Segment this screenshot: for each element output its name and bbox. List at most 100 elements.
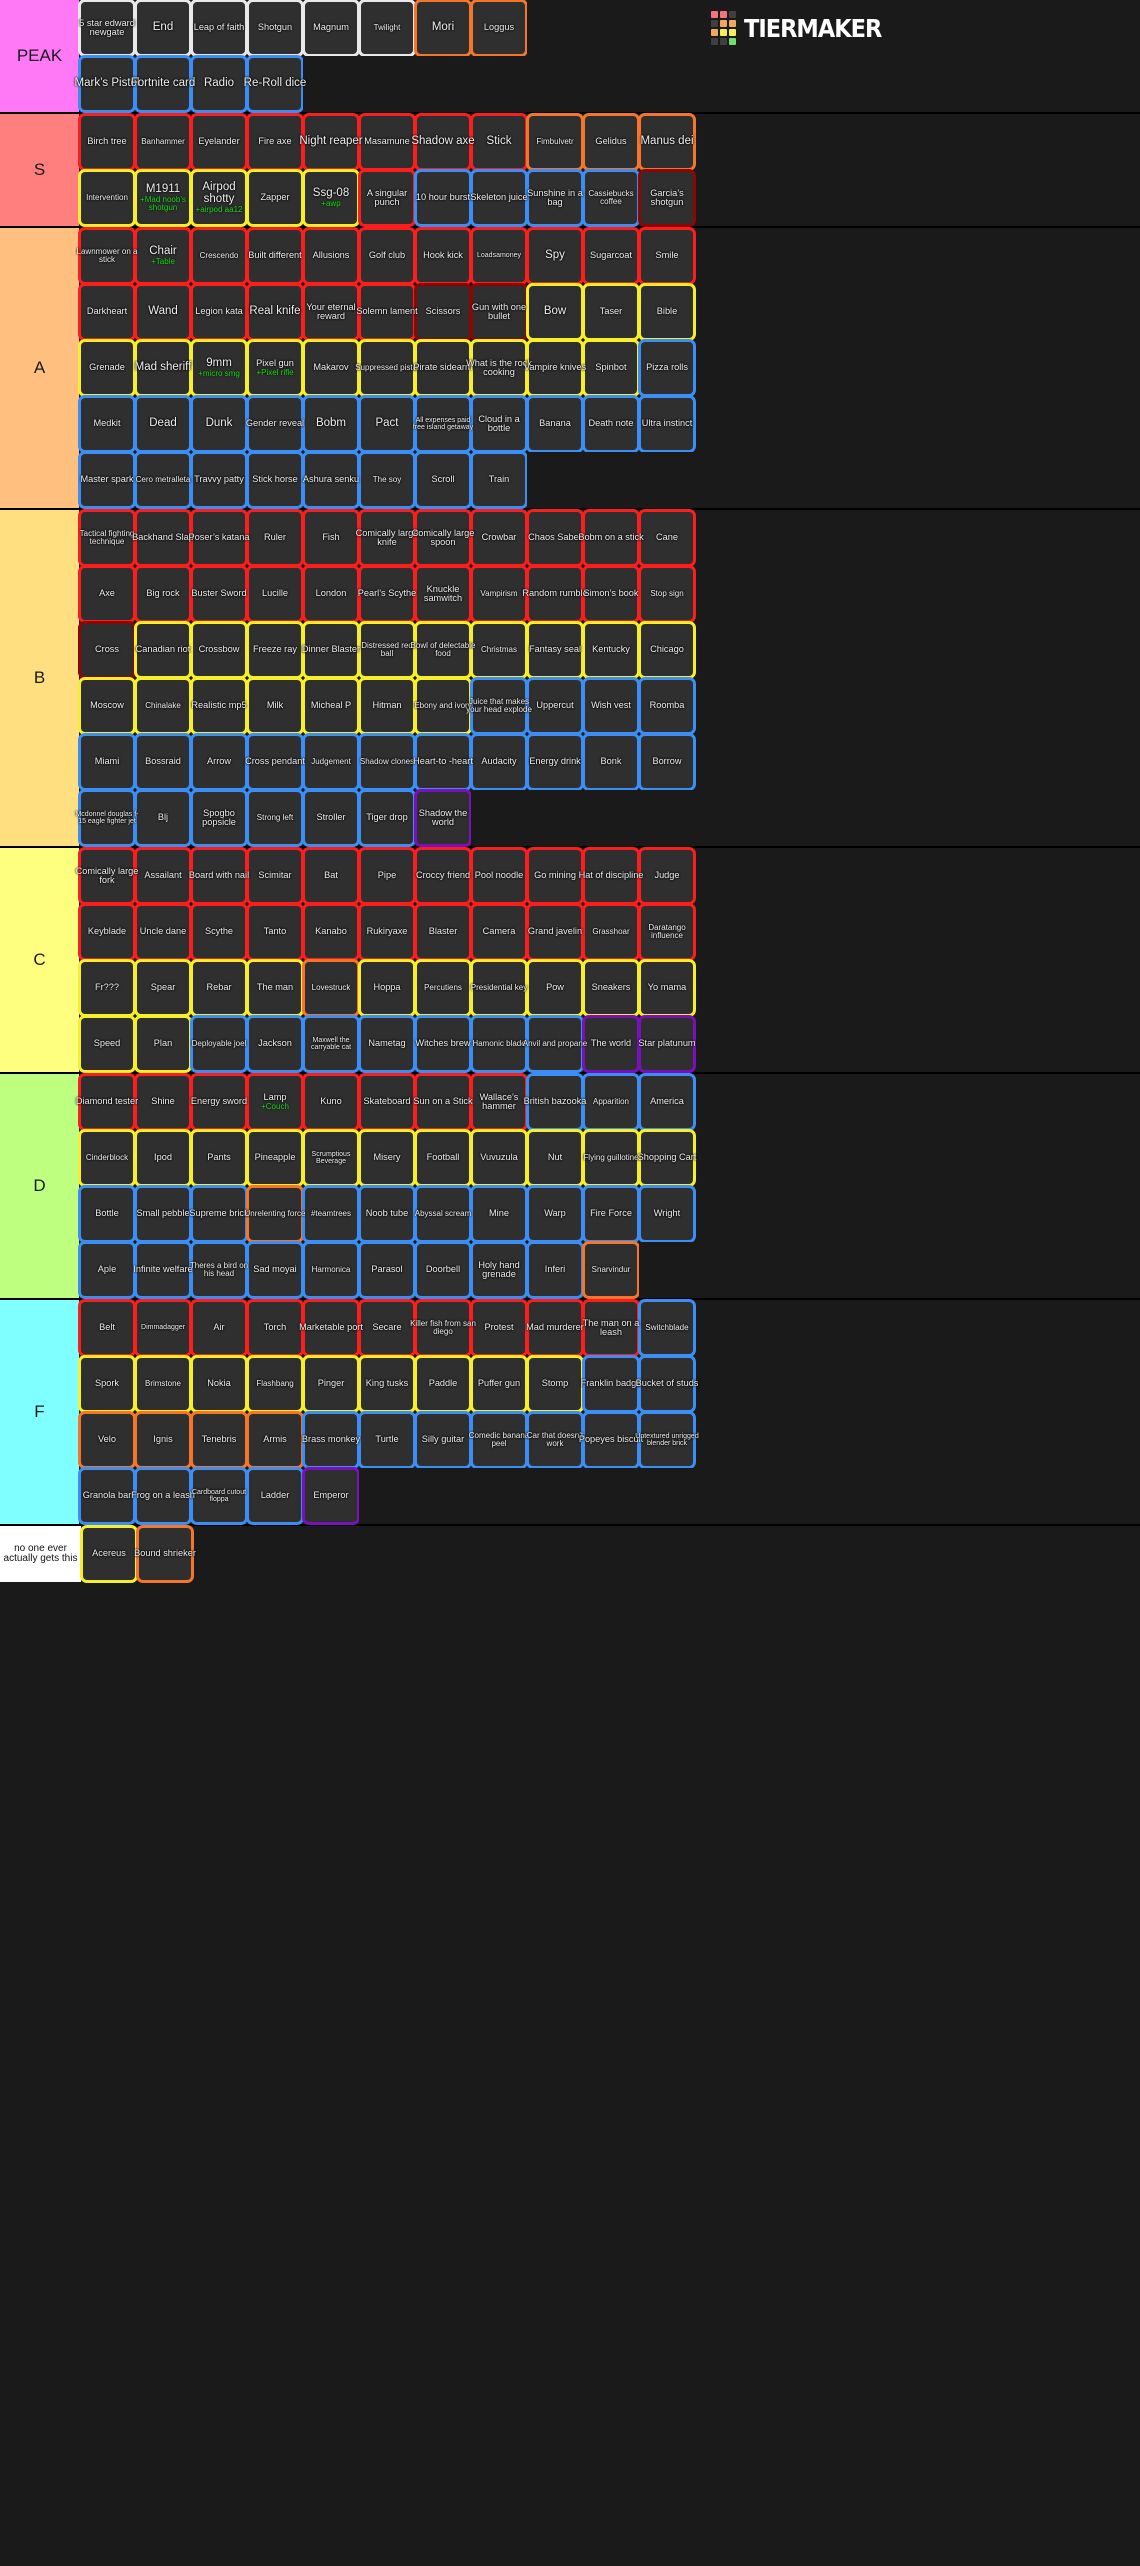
tier-item-card[interactable]: Dead bbox=[135, 396, 191, 452]
tier-item-card[interactable]: Mad sheriff bbox=[135, 340, 191, 396]
tier-item-card[interactable]: Kuno bbox=[303, 1074, 359, 1130]
tier-item-card[interactable]: The world bbox=[583, 1016, 639, 1072]
footer-item-card[interactable]: Bound shrieker bbox=[134, 1526, 196, 1582]
tier-item-card[interactable]: Pipe bbox=[359, 848, 415, 904]
tier-item-card[interactable]: Hoppa bbox=[359, 960, 415, 1016]
tier-item-card[interactable]: Hamonic blade bbox=[471, 1016, 527, 1072]
tier-item-card[interactable]: Bow bbox=[527, 284, 583, 340]
tier-item-card[interactable]: Mark’s Pistol bbox=[75, 56, 139, 112]
tier-row-items[interactable]: Belt Dimmadagger Air Torch Marketable port Se… bbox=[79, 1300, 1140, 1524]
tier-item-card[interactable]: Miami bbox=[79, 734, 135, 790]
tier-item-card[interactable]: Masamune bbox=[359, 114, 415, 170]
tier-item-card[interactable]: Fimbulvetr bbox=[527, 114, 583, 170]
tier-item-card[interactable]: Sneakers bbox=[583, 960, 639, 1016]
tier-item-card[interactable]: Juice that makes your head explode bbox=[466, 678, 532, 734]
tier-item-card[interactable]: Gender reveal bbox=[246, 396, 304, 452]
tier-item-card[interactable]: Ipod bbox=[135, 1130, 191, 1186]
tier-item-card[interactable]: Infinite welfare bbox=[133, 1242, 193, 1298]
tier-item-card[interactable]: Big rock bbox=[135, 566, 191, 622]
tier-item-card[interactable]: Suppressed pistol bbox=[355, 340, 419, 396]
tier-label-d[interactable]: D bbox=[0, 1074, 79, 1298]
tier-item-card[interactable]: Poser’s katana bbox=[189, 510, 249, 566]
tier-item-card[interactable]: Untextured unrigged blender brick bbox=[635, 1412, 699, 1468]
tier-item-card[interactable]: Pool noodle bbox=[471, 848, 527, 904]
tier-item-card[interactable]: Pact bbox=[359, 396, 415, 452]
tier-item-card[interactable]: Shotgun bbox=[247, 0, 303, 56]
tier-item-card[interactable]: Mcdonnel douglas f-15 eagle fighter jet bbox=[75, 790, 139, 846]
tier-item-card[interactable]: Taser bbox=[583, 284, 639, 340]
tier-item-card[interactable]: Loggus bbox=[471, 0, 527, 56]
tier-item-card[interactable]: Judgement bbox=[303, 734, 359, 790]
tier-item-card[interactable]: Car that doesn’t work bbox=[527, 1412, 583, 1468]
tier-item-card[interactable]: Crescendo bbox=[191, 228, 247, 284]
tier-item-card[interactable]: 5 star edward newgate bbox=[79, 0, 135, 56]
tier-item-card[interactable]: Ashura senku bbox=[303, 452, 359, 508]
tier-item-card[interactable]: Chair +Table bbox=[135, 228, 191, 284]
tier-item-card[interactable]: Spinbot bbox=[583, 340, 639, 396]
tier-item-card[interactable]: What is the rock cooking bbox=[466, 340, 532, 396]
tier-item-card[interactable]: Ladder bbox=[247, 1468, 303, 1524]
tier-item-card[interactable]: Yo mama bbox=[639, 960, 695, 1016]
tier-item-card[interactable]: Wright bbox=[639, 1186, 695, 1242]
tier-item-card[interactable]: Christmas bbox=[471, 622, 527, 678]
tier-item-card[interactable]: The soy bbox=[359, 452, 415, 508]
tier-item-card[interactable]: Allusions bbox=[303, 228, 359, 284]
tier-item-card[interactable]: Sunshine in a bag bbox=[527, 170, 583, 226]
tier-item-card[interactable]: Mad murderer bbox=[526, 1300, 584, 1356]
tier-item-card[interactable]: Heart-to -heart bbox=[413, 734, 473, 790]
tier-item-card[interactable]: Shadow the world bbox=[415, 790, 471, 846]
tier-item-card[interactable]: Solemn lament bbox=[356, 284, 418, 340]
tier-item-card[interactable]: Turtle bbox=[359, 1412, 415, 1468]
tier-item-card[interactable]: Scroll bbox=[415, 452, 471, 508]
tier-item-card[interactable]: Brimstone bbox=[135, 1356, 191, 1412]
tier-item-card[interactable]: Mine bbox=[471, 1186, 527, 1242]
tier-row-items[interactable]: Comically large fork Assailant Board with … bbox=[76, 848, 1140, 1072]
tier-item-card[interactable]: Knuckle samwitch bbox=[415, 566, 471, 622]
tier-item-card[interactable]: Golf club bbox=[359, 228, 415, 284]
tier-item-card[interactable]: Pizza rolls bbox=[639, 340, 695, 396]
tier-item-card[interactable]: Strong left bbox=[247, 790, 303, 846]
tier-item-card[interactable]: Granola bar bbox=[79, 1468, 135, 1524]
tier-item-card[interactable]: Dinner Blaster bbox=[302, 622, 360, 678]
tier-item-card[interactable]: Comically large fork bbox=[76, 848, 138, 904]
tier-item-card[interactable]: Nokia bbox=[191, 1356, 247, 1412]
tier-item-card[interactable]: Built different bbox=[247, 228, 303, 284]
tier-item-card[interactable]: Doorbell bbox=[415, 1242, 471, 1298]
tier-item-card[interactable]: M1911 +Mad noob’s shotgun bbox=[135, 170, 191, 226]
tier-item-card[interactable]: Football bbox=[415, 1130, 471, 1186]
tier-item-card[interactable]: Skeleton juice bbox=[470, 170, 528, 226]
tier-item-card[interactable]: Spork bbox=[79, 1356, 135, 1412]
tier-item-card[interactable]: Uppercut bbox=[527, 678, 583, 734]
tier-item-card[interactable]: Spy bbox=[527, 228, 583, 284]
tier-item-card[interactable]: Axe bbox=[79, 566, 135, 622]
tier-item-card[interactable]: Fr??? bbox=[79, 960, 135, 1016]
tier-item-card[interactable]: Makarov bbox=[303, 340, 359, 396]
tier-item-card[interactable]: Lucille bbox=[247, 566, 303, 622]
tier-item-card[interactable]: Speed bbox=[79, 1016, 135, 1072]
tier-item-card[interactable]: Cross pendant bbox=[245, 734, 305, 790]
tier-item-card[interactable]: Moscow bbox=[79, 678, 135, 734]
tier-item-card[interactable]: Pearl’s Scythe bbox=[358, 566, 416, 622]
tier-item-card[interactable]: Silly guitar bbox=[415, 1412, 471, 1468]
tier-item-card[interactable]: Switchblade bbox=[639, 1300, 695, 1356]
tier-item-card[interactable]: Snarvindur bbox=[583, 1242, 639, 1298]
tier-item-card[interactable]: Rebar bbox=[191, 960, 247, 1016]
tier-item-card[interactable]: Sun on a Stick bbox=[413, 1074, 473, 1130]
tier-item-card[interactable]: Train bbox=[471, 452, 527, 508]
tier-item-card[interactable]: Comedic banana peel bbox=[469, 1412, 529, 1468]
tier-item-card[interactable]: Cross bbox=[79, 622, 135, 678]
tier-item-card[interactable]: Ruler bbox=[247, 510, 303, 566]
tier-item-card[interactable]: Jackson bbox=[247, 1016, 303, 1072]
tier-item-card[interactable]: Tiger drop bbox=[359, 790, 415, 846]
tier-item-card[interactable]: Cero metralleta bbox=[135, 452, 191, 508]
tier-item-card[interactable]: Crowbar bbox=[471, 510, 527, 566]
tier-item-card[interactable]: Scissors bbox=[415, 284, 471, 340]
tier-label-s[interactable]: S bbox=[0, 114, 79, 226]
tier-item-card[interactable]: Leap of faith bbox=[191, 0, 247, 56]
tier-item-card[interactable]: Vuvuzula bbox=[471, 1130, 527, 1186]
tier-item-card[interactable]: Flying guillotine bbox=[583, 1130, 639, 1186]
tier-item-card[interactable]: Scythe bbox=[191, 904, 247, 960]
tier-item-card[interactable]: Buster Sword bbox=[191, 566, 247, 622]
tier-item-card[interactable]: Cloud in a bottle bbox=[471, 396, 527, 452]
tier-item-card[interactable]: Gelidus bbox=[583, 114, 639, 170]
